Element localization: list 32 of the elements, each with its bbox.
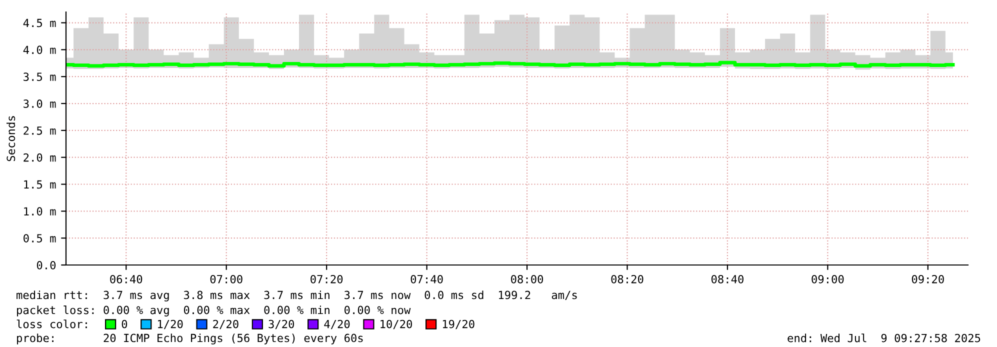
legend-label: 0 [122, 320, 128, 328]
x-tick-label: 07:40 [410, 274, 443, 284]
x-tick-label: 07:20 [310, 274, 343, 284]
text: median rtt: 3.7 ms avg 3.8 ms max 3.7 ms min 3.7 ms now 0.0 ms sd 199.2 am/s [16, 290, 577, 302]
y-tick-label: 1.5 m [24, 180, 56, 189]
y-tick-label: 0.5 m [24, 234, 56, 242]
x-tick-label: 08:40 [711, 274, 744, 284]
text: probe: 20 ICMP Echo Pings (56 Bytes) every 60s [17, 334, 363, 344]
legend-label: 3/20 [268, 320, 294, 330]
y-tick-label: 4.5 m [23, 18, 56, 28]
y-tick-label: 4.0 m [23, 46, 56, 54]
x-tick-label: 08:20 [611, 274, 644, 284]
x-tick-label: 06:40 [110, 274, 142, 284]
legend-label: 19/20 [442, 320, 474, 330]
legend-label: 4/20 [324, 320, 350, 330]
x-tick-label: 07:00 [210, 274, 242, 284]
y-tick-label: 3.5 m [24, 72, 56, 82]
legend-label: 2/20 [213, 320, 238, 330]
x-tick-label: 09:20 [912, 274, 944, 284]
x-tick-label: 09:00 [812, 274, 844, 284]
legend-label: 1/20 [158, 320, 183, 330]
x-tick-label: 08:00 [511, 274, 544, 284]
y-tick-label: 0.0 [36, 261, 56, 270]
text: packet loss: 0.00 % avg 0.00 % max 0.00 % min 0.00 % now [17, 306, 411, 316]
y-axis-title: Seconds [6, 116, 16, 162]
y-tick-label: 3.0 m [24, 100, 56, 108]
text: loss color: [16, 320, 87, 328]
y-tick-label: 2.0 m [24, 153, 56, 162]
legend-label: 10/20 [380, 320, 412, 330]
y-tick-label: 1.0 m [24, 207, 56, 216]
text: end: Wed Jul 9 09:27:58 2025 [788, 334, 980, 342]
y-tick-label: 2.5 m [24, 126, 56, 135]
